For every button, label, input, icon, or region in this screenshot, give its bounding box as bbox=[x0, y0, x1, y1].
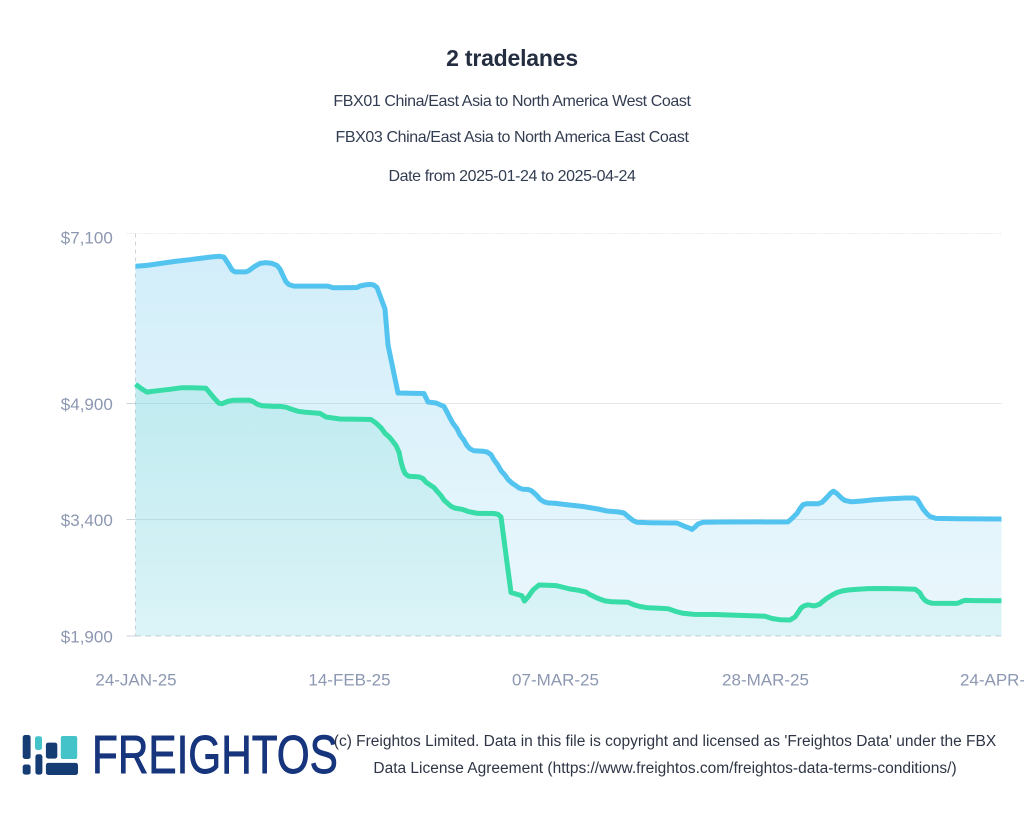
svg-text:$4,900: $4,900 bbox=[61, 395, 113, 414]
svg-text:24-JAN-25: 24-JAN-25 bbox=[95, 670, 176, 689]
svg-text:$3,400: $3,400 bbox=[61, 511, 113, 530]
svg-text:$7,100: $7,100 bbox=[61, 229, 113, 248]
svg-text:14-FEB-25: 14-FEB-25 bbox=[308, 670, 390, 689]
svg-text:24-APR-25: 24-APR-25 bbox=[960, 670, 1024, 689]
svg-text:07-MAR-25: 07-MAR-25 bbox=[512, 670, 599, 689]
svg-text:$1,900: $1,900 bbox=[61, 628, 113, 647]
svg-text:28-MAR-25: 28-MAR-25 bbox=[722, 670, 809, 689]
